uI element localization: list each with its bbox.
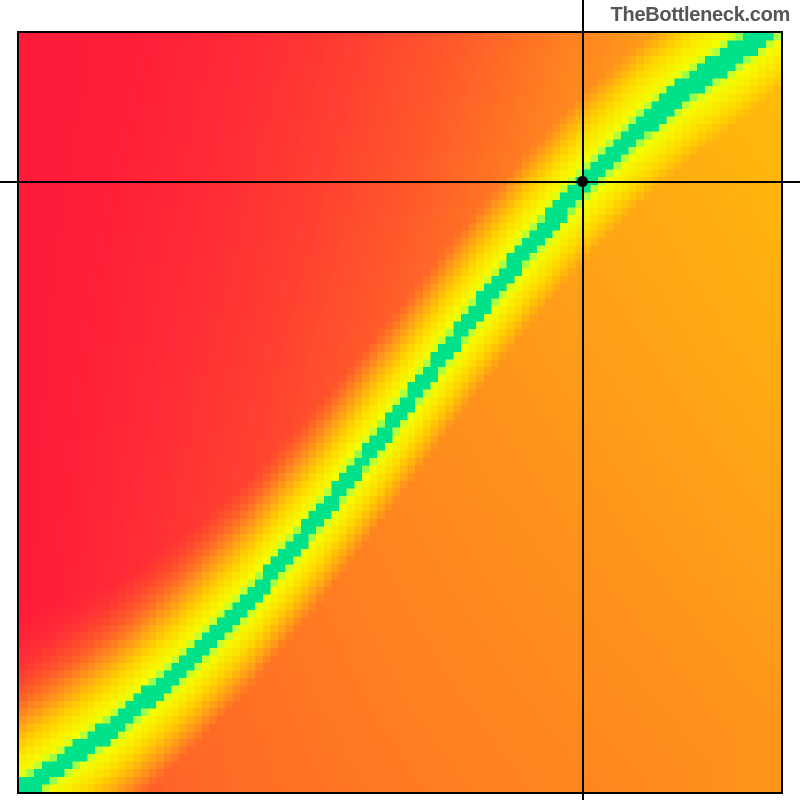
- attribution-label: TheBottleneck.com: [611, 4, 790, 27]
- plot-border: [17, 31, 783, 794]
- chart-container: TheBottleneck.com: [0, 0, 800, 800]
